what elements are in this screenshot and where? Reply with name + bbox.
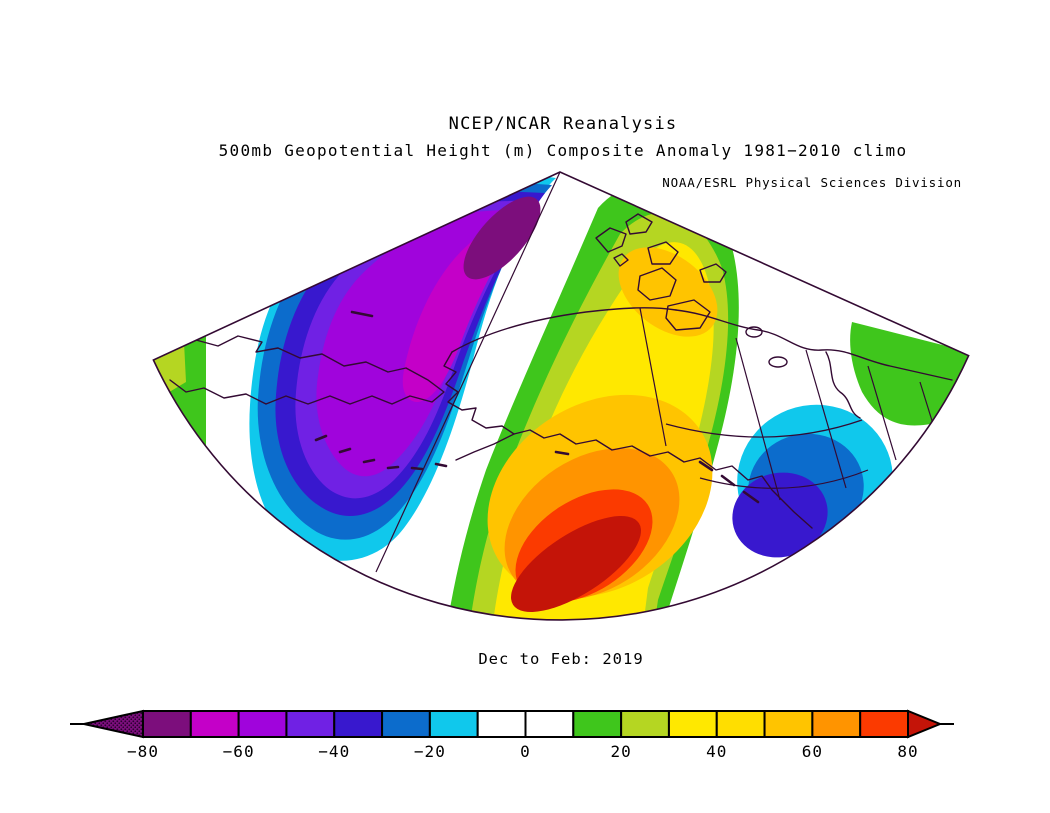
coastlines bbox=[161, 213, 953, 529]
credit-line: NOAA/ESRL Physical Sciences Division bbox=[662, 175, 962, 190]
aleutian-islands bbox=[314, 434, 570, 471]
chart-title: NCEP/NCAR Reanalysis bbox=[449, 114, 678, 134]
colorbar-tick-20: 20 bbox=[610, 742, 631, 761]
border-alaska-yukon bbox=[639, 307, 667, 447]
coastline-alaska-north bbox=[451, 307, 677, 353]
meridian-dateline bbox=[375, 172, 561, 573]
colorbar-cells bbox=[142, 710, 909, 738]
colorbar-cell--80-to--70 bbox=[142, 710, 192, 738]
period-caption: Dec to Feb: 2019 bbox=[478, 650, 643, 668]
colorbar-cell--40-to--30 bbox=[333, 710, 384, 738]
colorbar-cell-30-to-40 bbox=[667, 710, 718, 738]
lake-great-slave bbox=[768, 356, 788, 368]
colorbar-cell-70-to-80 bbox=[859, 710, 909, 738]
coastline-canada-mainland bbox=[675, 309, 953, 381]
island-wrangel bbox=[350, 310, 374, 318]
arctic-archipelago bbox=[595, 213, 727, 331]
bc-coastal-islands bbox=[698, 460, 760, 504]
contour-core-pos-darkred bbox=[511, 516, 641, 612]
colorbar-arrow-below-range bbox=[83, 709, 144, 739]
contour-lobe-arctic-amber bbox=[618, 247, 718, 337]
hudson-bay bbox=[825, 351, 861, 419]
colorbar-tick-−60: −60 bbox=[223, 742, 255, 761]
contour-core-bc-indigo bbox=[732, 472, 828, 558]
political-borders bbox=[375, 172, 939, 573]
map-projection-outline bbox=[152, 171, 970, 621]
coastline-chukotka bbox=[161, 335, 445, 405]
colorbar-tick-80: 80 bbox=[897, 742, 918, 761]
colorbar-cell--10-to-0 bbox=[476, 710, 527, 738]
colorbar-tick-−20: −20 bbox=[414, 742, 446, 761]
contour-core-neg-darkpurple bbox=[463, 196, 541, 280]
colorbar-cell-40-to-50 bbox=[715, 710, 766, 738]
colorbar-cell--70-to--60 bbox=[189, 710, 240, 738]
colorbar-tick-0: 0 bbox=[520, 742, 531, 761]
colorbar-tick-labels: −80 −60 −40 −20 0 20 40 60 80 bbox=[127, 742, 918, 761]
colorbar-cell-0-to-10 bbox=[524, 710, 575, 738]
colorbar-cell-20-to-30 bbox=[620, 710, 670, 738]
colorbar-tick-−40: −40 bbox=[318, 742, 350, 761]
lake-great-bear bbox=[745, 326, 763, 338]
zero-gap-band bbox=[396, 172, 618, 620]
coastline-alaska-peninsula bbox=[455, 433, 515, 461]
colorbar-cell--20-to--10 bbox=[428, 710, 479, 738]
colorbar-cell--30-to--20 bbox=[381, 710, 431, 738]
colorbar-cell-60-to-70 bbox=[811, 710, 862, 738]
coastline-alaska-west-south bbox=[443, 351, 813, 529]
colorbar-cell-50-to-60 bbox=[763, 710, 814, 738]
colorbar-tick-40: 40 bbox=[706, 742, 727, 761]
colorbar-cell-10-to-20 bbox=[572, 710, 623, 738]
colorbar-cell--60-to--50 bbox=[237, 710, 288, 738]
colorbar: −80 −60 −40 −20 0 20 40 60 80 bbox=[70, 709, 954, 761]
contour-field bbox=[153, 172, 969, 620]
chart-subtitle: 500mb Geopotential Height (m) Composite … bbox=[219, 141, 908, 160]
colorbar-tick-−80: −80 bbox=[127, 742, 159, 761]
colorbar-arrow-above-range bbox=[907, 709, 943, 739]
colorbar-tick-60: 60 bbox=[802, 742, 823, 761]
contour-patch-right-green bbox=[850, 322, 969, 426]
colorbar-cell--50-to--40 bbox=[285, 710, 336, 738]
